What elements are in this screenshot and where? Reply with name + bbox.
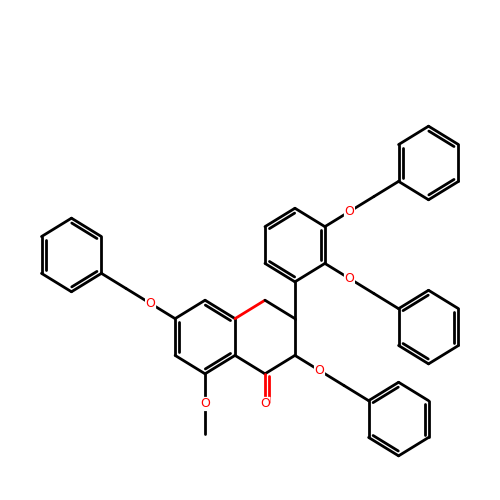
Text: O: O (146, 297, 156, 310)
Text: O: O (200, 398, 210, 410)
Text: O: O (260, 398, 270, 410)
Text: O: O (314, 364, 324, 377)
Text: O: O (344, 205, 354, 218)
Text: O: O (344, 272, 354, 285)
